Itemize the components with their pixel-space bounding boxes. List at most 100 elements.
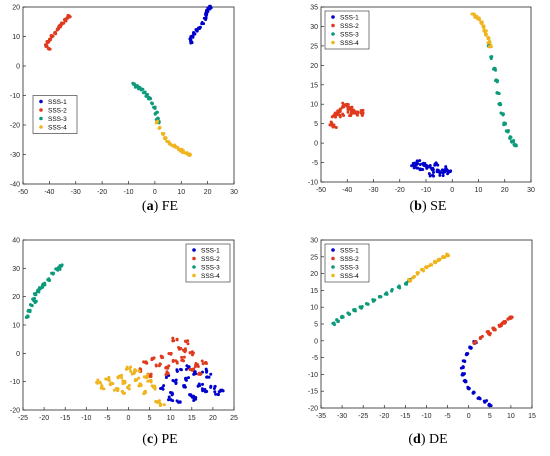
data-point <box>149 379 153 383</box>
y-tick-label: 10 <box>310 305 318 312</box>
data-point <box>461 365 465 369</box>
y-tick-label: -10 <box>308 372 318 379</box>
data-point <box>153 106 157 110</box>
data-point <box>348 114 352 118</box>
y-tick-label: 20 <box>12 5 20 12</box>
data-point <box>487 402 491 406</box>
data-point <box>154 121 158 125</box>
caption-c-text: PE <box>161 432 178 447</box>
legend-marker <box>331 256 335 261</box>
data-point <box>206 9 210 13</box>
data-point <box>166 366 170 370</box>
x-tick-label: -15 <box>400 413 410 420</box>
x-tick-label: 15 <box>528 413 536 420</box>
y-tick-label: -10 <box>308 180 318 187</box>
legend-marker <box>39 125 43 129</box>
panel-b: -50 -40 -30 -20 -10 0 10 20 30-10-50510152025303… <box>308 5 535 195</box>
data-point <box>50 271 54 275</box>
data-point <box>106 378 110 382</box>
data-point <box>137 376 141 380</box>
data-point <box>500 322 504 326</box>
legend-label: SSS-3 <box>340 265 359 272</box>
y-tick-label: -5 <box>312 160 318 167</box>
data-point <box>43 43 47 47</box>
data-point <box>333 113 337 117</box>
data-point <box>33 301 37 305</box>
data-point <box>212 387 216 391</box>
y-tick-label: -5 <box>312 355 318 362</box>
data-point <box>504 129 508 133</box>
data-point <box>60 21 64 25</box>
data-point <box>116 387 120 391</box>
data-point <box>143 360 147 364</box>
data-point <box>508 316 512 320</box>
data-point <box>173 145 177 149</box>
series-SSS-3 <box>131 81 161 125</box>
x-tick-label: 30 <box>230 189 238 196</box>
data-point <box>482 29 486 33</box>
legend-marker <box>192 265 196 269</box>
data-point <box>154 363 158 367</box>
data-point <box>180 355 184 359</box>
data-point <box>511 140 515 144</box>
data-point <box>433 260 437 264</box>
data-point <box>161 132 165 136</box>
data-point <box>355 113 359 117</box>
data-point <box>148 96 152 100</box>
caption-c-label: c <box>146 432 154 447</box>
y-tick-label: 25 <box>310 254 318 261</box>
data-point <box>431 173 435 177</box>
data-point <box>188 351 192 355</box>
y-tick-label: 20 <box>310 271 318 278</box>
data-point <box>428 174 432 178</box>
data-point <box>110 381 114 385</box>
data-point <box>497 92 501 96</box>
data-point <box>460 373 464 377</box>
x-tick-label: 20 <box>209 415 217 422</box>
data-point <box>422 163 426 167</box>
data-point <box>193 365 197 369</box>
data-point <box>194 396 198 400</box>
series-SSS-2 <box>472 315 514 345</box>
data-point <box>149 372 153 376</box>
data-point <box>352 108 356 112</box>
data-point <box>488 331 492 335</box>
data-point <box>192 398 196 402</box>
data-point <box>184 376 188 380</box>
data-point <box>466 352 470 356</box>
y-tick-label: -10 <box>10 93 20 100</box>
data-point <box>482 399 486 403</box>
series-SSS-4 <box>407 252 451 283</box>
data-point <box>361 108 365 112</box>
data-point <box>158 126 162 130</box>
data-point <box>475 14 479 18</box>
data-point <box>192 372 196 376</box>
x-tick-label: 25 <box>230 415 238 422</box>
legend-label: SSS-4 <box>48 125 67 132</box>
y-tick-label: 40 <box>12 238 20 245</box>
caption-d-label: d <box>413 432 421 447</box>
data-point <box>467 386 471 390</box>
data-point <box>200 387 204 391</box>
data-point <box>45 40 49 44</box>
data-point <box>478 17 482 21</box>
data-point <box>191 351 195 355</box>
data-point <box>187 376 191 380</box>
caption-a: (a) FE <box>141 199 179 214</box>
data-point <box>150 384 154 388</box>
data-point <box>166 398 170 402</box>
y-tick-label: 30 <box>310 24 318 31</box>
legend-label: SSS-2 <box>48 108 67 115</box>
x-tick-label: -20 <box>379 413 389 420</box>
data-point <box>350 105 354 109</box>
data-point <box>404 282 408 286</box>
caption-d-text: DE <box>428 432 448 447</box>
y-tick-label: -20 <box>10 408 20 415</box>
data-point <box>143 91 147 95</box>
data-point <box>67 15 71 19</box>
series-SSS-3 <box>331 277 412 327</box>
data-point <box>190 41 194 45</box>
data-point <box>216 393 220 397</box>
data-point <box>153 112 157 116</box>
